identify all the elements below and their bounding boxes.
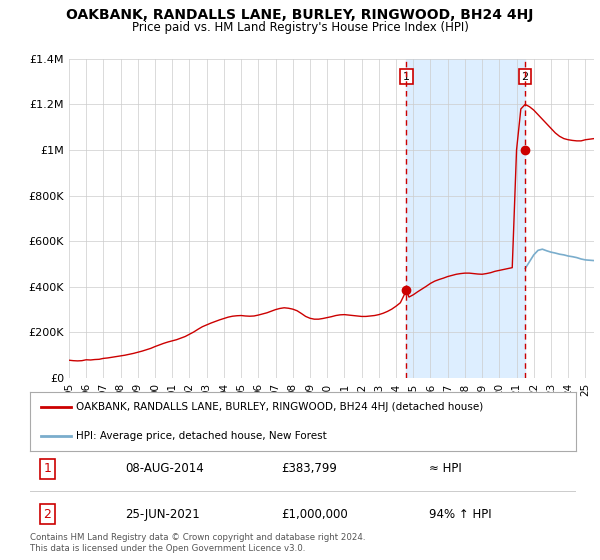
Text: OAKBANK, RANDALLS LANE, BURLEY, RINGWOOD, BH24 4HJ: OAKBANK, RANDALLS LANE, BURLEY, RINGWOOD… [67, 8, 533, 22]
Text: 2: 2 [44, 507, 52, 521]
Text: Price paid vs. HM Land Registry's House Price Index (HPI): Price paid vs. HM Land Registry's House … [131, 21, 469, 34]
Bar [406, 59, 525, 378]
Text: £1,000,000: £1,000,000 [281, 507, 348, 521]
Text: 1: 1 [44, 462, 52, 475]
Text: Contains HM Land Registry data © Crown copyright and database right 2024.
This d: Contains HM Land Registry data © Crown c… [30, 533, 365, 553]
Text: 25-JUN-2021: 25-JUN-2021 [125, 507, 200, 521]
Text: OAKBANK, RANDALLS LANE, BURLEY, RINGWOOD, BH24 4HJ (detached house): OAKBANK, RANDALLS LANE, BURLEY, RINGWOOD… [76, 402, 484, 412]
Text: 1: 1 [403, 72, 410, 82]
Text: ≈ HPI: ≈ HPI [428, 462, 461, 475]
Text: £383,799: £383,799 [281, 462, 337, 475]
Text: 08-AUG-2014: 08-AUG-2014 [125, 462, 204, 475]
Text: HPI: Average price, detached house, New Forest: HPI: Average price, detached house, New … [76, 431, 327, 441]
Text: 94% ↑ HPI: 94% ↑ HPI [428, 507, 491, 521]
Text: 2: 2 [521, 72, 529, 82]
